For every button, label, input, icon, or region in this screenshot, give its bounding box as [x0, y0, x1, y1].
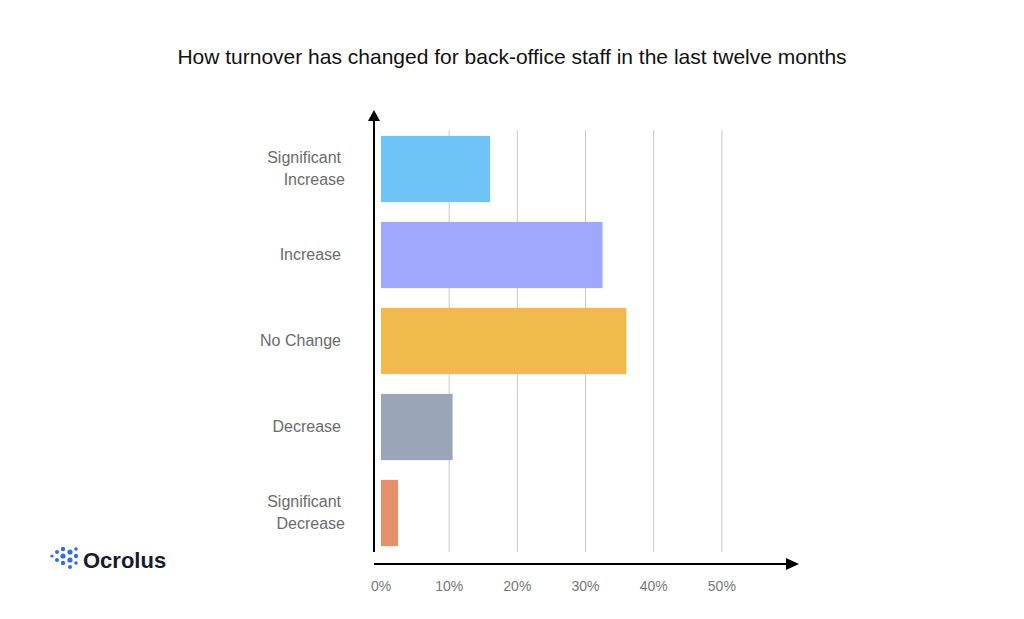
logo-dot [61, 561, 65, 565]
category-label-line: Increase [280, 246, 341, 263]
tick-label: 20% [503, 578, 531, 594]
tick-label: 30% [571, 578, 599, 594]
category-label-line: Decrease [277, 515, 346, 532]
category-label-line: Significant [267, 493, 341, 510]
chart-svg: How turnover has changed for back-office… [0, 0, 1024, 619]
category-label-line: Decrease [273, 418, 342, 435]
logo-dot [68, 565, 72, 569]
bars [381, 136, 626, 546]
tick-label: 0% [371, 578, 391, 594]
grid-line [721, 130, 722, 552]
logo-text: Ocrolus [83, 548, 166, 573]
logo-dot [50, 554, 53, 557]
logo: Ocrolus [50, 547, 166, 573]
category-label: Significant Increase [267, 149, 345, 188]
page: {"chart_data": {"type": "bar", "orientat… [0, 0, 1024, 619]
category-label-line: No Change [260, 332, 341, 349]
logo-dot [74, 554, 78, 558]
bar [381, 394, 453, 460]
logo-dot [55, 558, 59, 562]
category-label: No Change [260, 332, 341, 349]
x-axis-arrow [786, 558, 799, 570]
logo-dot [60, 553, 65, 558]
category-label: Increase [280, 246, 341, 263]
logo-dot [74, 547, 78, 551]
logo-dot [67, 549, 72, 554]
grid-line [653, 130, 654, 552]
y-axis-arrow [368, 110, 380, 121]
tick-label: 50% [708, 578, 736, 594]
logo-dot [74, 561, 78, 565]
bar [381, 222, 603, 288]
category-label: Decrease [273, 418, 342, 435]
bar [381, 480, 398, 546]
tick-label: 10% [435, 578, 463, 594]
x-axis [374, 563, 790, 565]
y-axis [373, 118, 375, 552]
category-label-line: Increase [284, 171, 345, 188]
chart-container: How turnover has changed for back-office… [0, 0, 1024, 619]
logo-dot [55, 550, 59, 554]
logo-dot [61, 547, 65, 551]
category-label: Significant Decrease [267, 493, 345, 532]
bar [381, 308, 626, 374]
bar [381, 136, 490, 202]
title: How turnover has changed for back-office… [177, 45, 846, 68]
category-label-line: Significant [267, 149, 341, 166]
tick-label: 40% [640, 578, 668, 594]
logo-dot [67, 557, 72, 562]
